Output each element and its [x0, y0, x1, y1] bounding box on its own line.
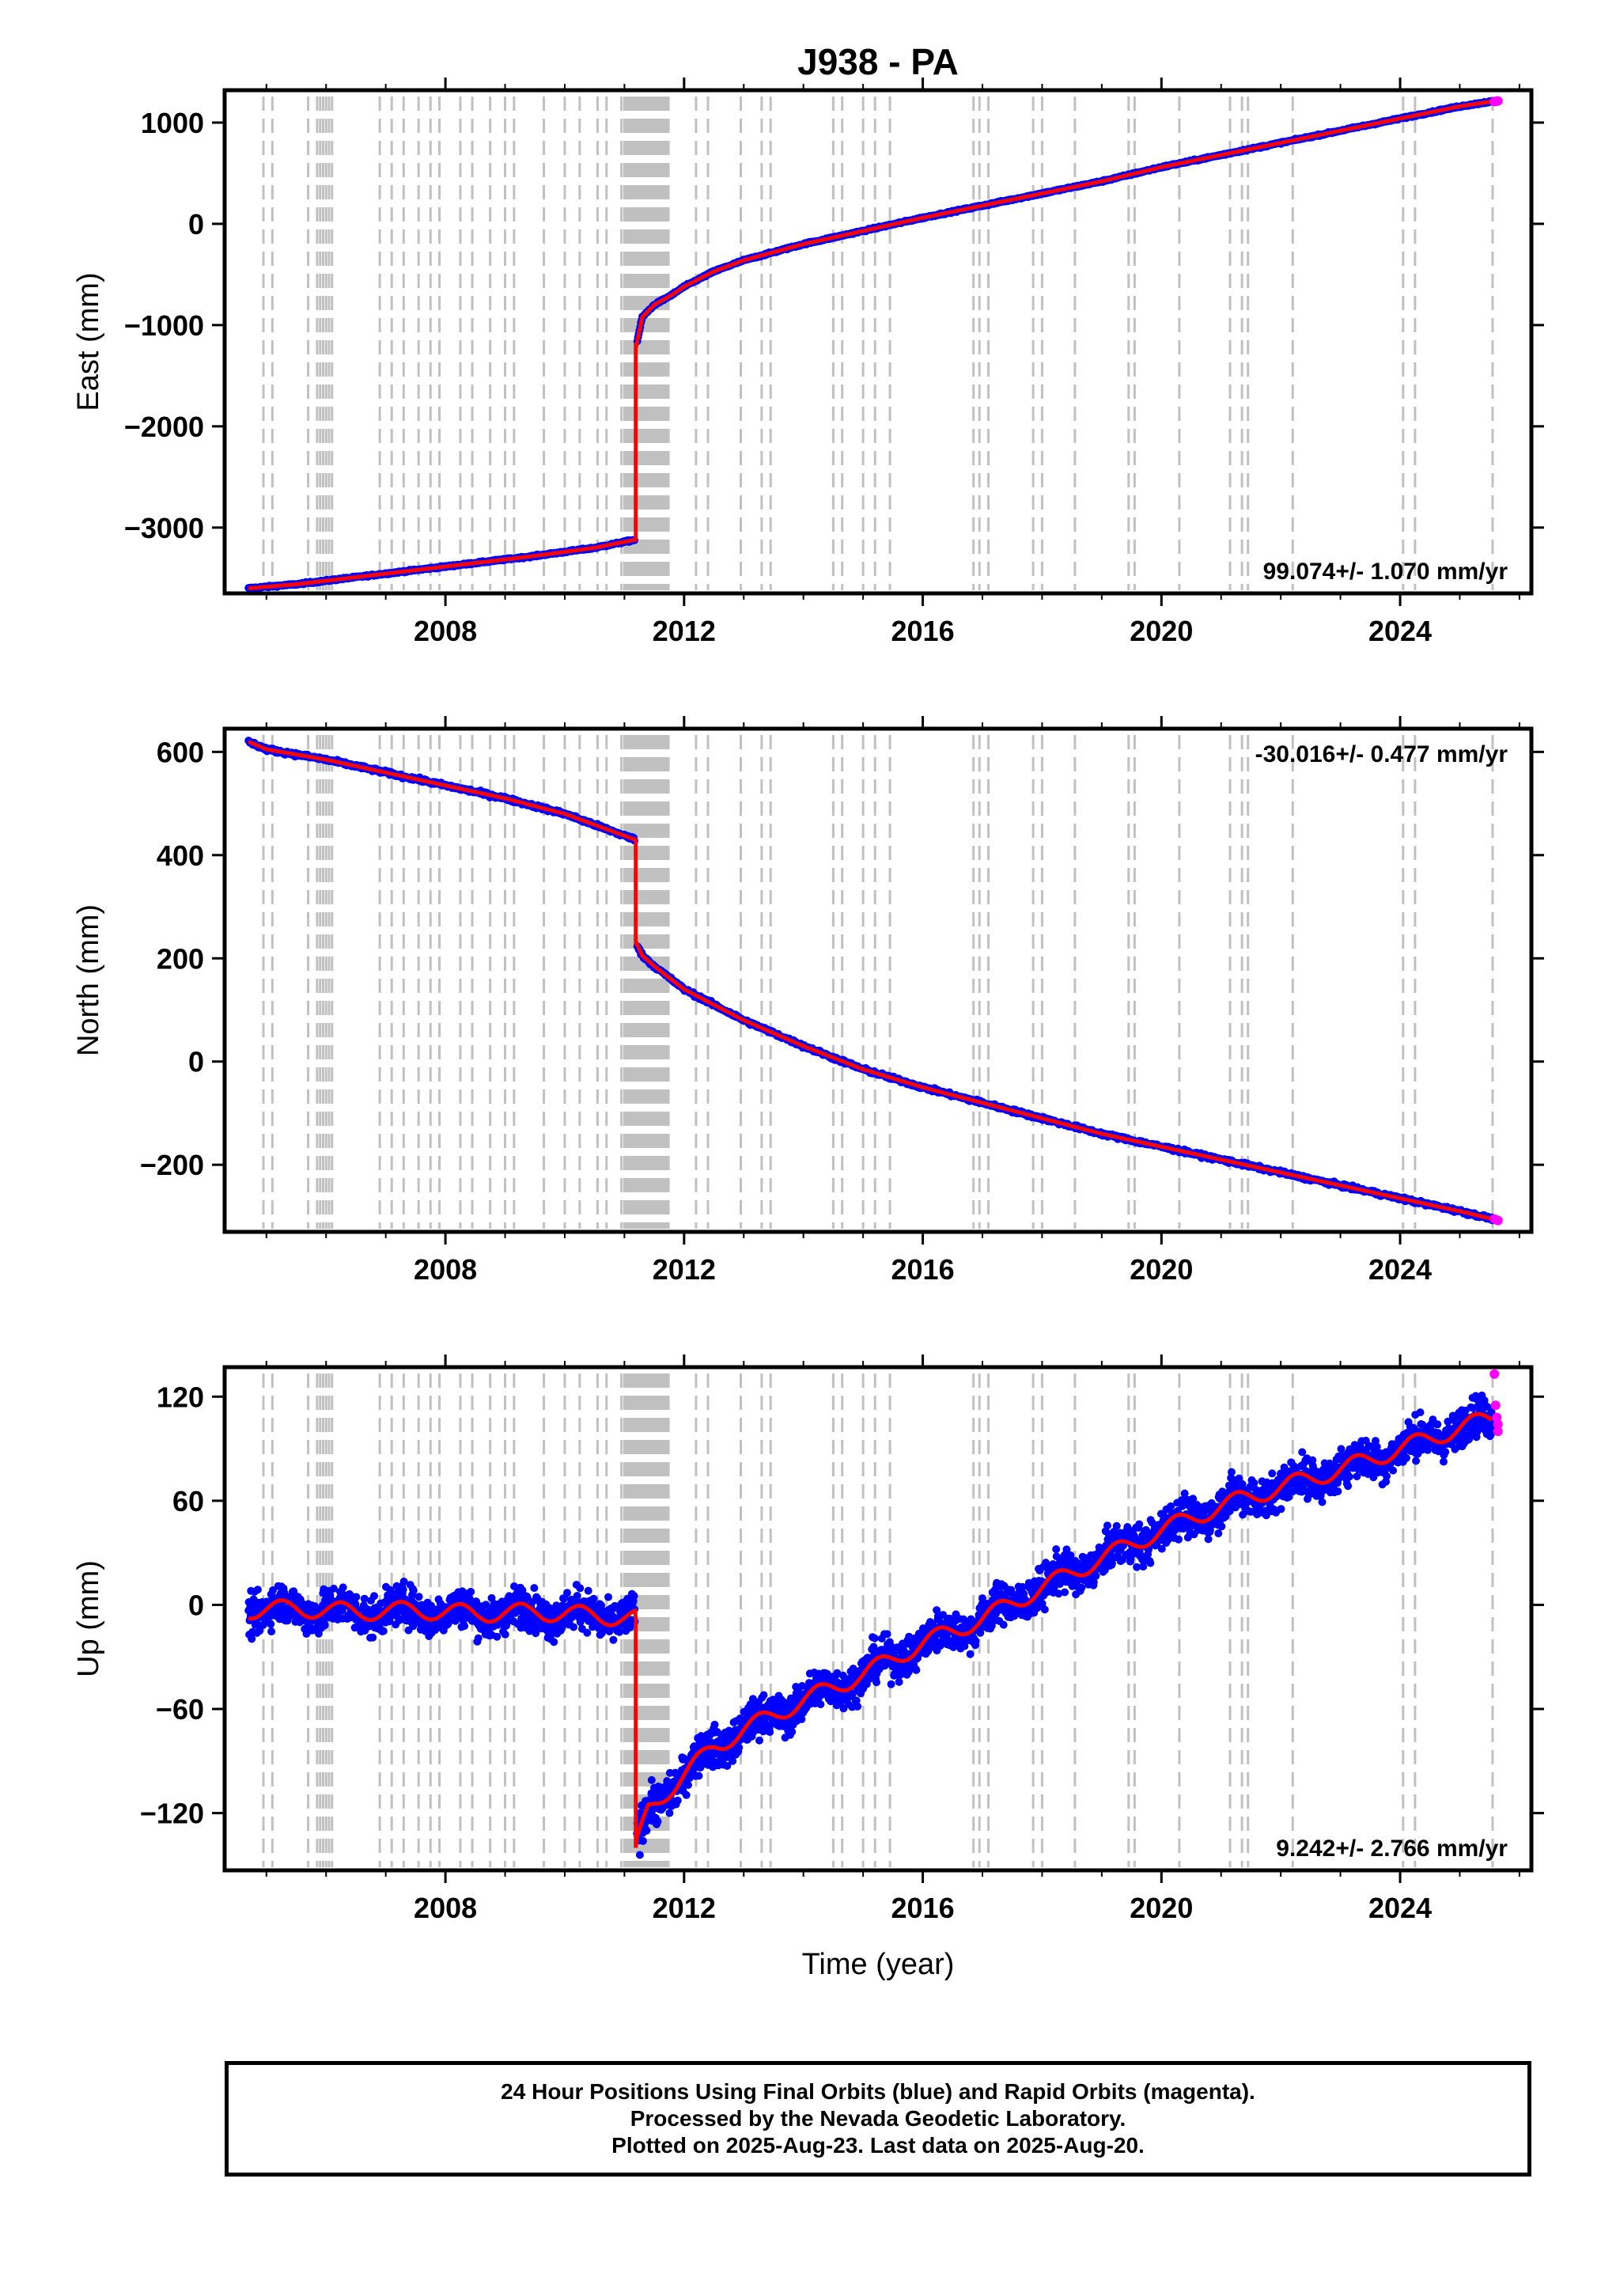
- data-point: [552, 1601, 561, 1610]
- data-point: [369, 1633, 377, 1642]
- y-tick-label: −1000: [124, 309, 204, 342]
- data-point: [550, 1638, 558, 1646]
- y-tick-label: 1000: [141, 107, 204, 139]
- plot-frame: [222, 88, 1534, 596]
- rate-label: -30.016+/- 0.477 mm/yr: [1255, 741, 1508, 767]
- data-point: [530, 1584, 539, 1593]
- x-tick-label: 2024: [1368, 615, 1432, 647]
- data-point: [609, 1635, 618, 1644]
- data-point: [370, 1592, 378, 1601]
- figure-title: J938 - PA: [797, 41, 959, 82]
- plot-area-north: [244, 735, 1503, 1229]
- plot-frame: [222, 726, 1534, 1234]
- data-point: [558, 1623, 566, 1632]
- data-point: [460, 1622, 469, 1631]
- data-point: [360, 1594, 369, 1603]
- y-tick-label: 200: [157, 942, 204, 975]
- y-axis-label: North (mm): [72, 904, 105, 1056]
- data-point: [482, 1601, 490, 1609]
- data-point: [630, 1592, 638, 1601]
- data-point: [320, 1621, 329, 1630]
- series-rapid-orbits: [1489, 96, 1503, 107]
- x-tick-label: 2016: [891, 1253, 955, 1286]
- data-point: [589, 1594, 598, 1603]
- data-point: [503, 1618, 511, 1627]
- data-point: [399, 1578, 408, 1586]
- data-point: [302, 1630, 311, 1638]
- y-tick-label: 0: [188, 1046, 204, 1078]
- y-tick-label: 400: [157, 839, 204, 872]
- x-tick-label: 2024: [1368, 1253, 1432, 1286]
- x-tick-label: 2008: [414, 615, 477, 647]
- panel-east: 2008 2012 2016 2020 2024 −3000 −2000 −1000 0 1000…: [72, 78, 1544, 647]
- data-point: [615, 1627, 624, 1636]
- x-tick-label: 2020: [1130, 1253, 1193, 1286]
- data-point: [248, 1635, 256, 1643]
- series-final-orbits: [244, 737, 1497, 1225]
- data-point: [501, 1630, 509, 1639]
- data-point: [604, 1593, 612, 1601]
- x-tick-label: 2012: [653, 615, 716, 647]
- data-point: [467, 1587, 475, 1596]
- data-point: [493, 1632, 501, 1641]
- data-point: [635, 1851, 644, 1859]
- rate-label: 99.074+/- 1.070 mm/yr: [1263, 559, 1508, 585]
- data-point: [352, 1593, 361, 1601]
- x-tick-label: 2012: [653, 1253, 716, 1286]
- plot-area-east: [244, 96, 1503, 593]
- y-tick-label: 600: [157, 736, 204, 768]
- data-point: [399, 1586, 407, 1594]
- data-point: [255, 1627, 264, 1635]
- y-tick-label: −200: [140, 1149, 204, 1181]
- data-point: [626, 1623, 634, 1631]
- y-tick-label: −3000: [124, 512, 204, 544]
- series-final-orbits: [244, 1391, 1497, 1859]
- y-tick-label: −2000: [124, 411, 204, 443]
- data-point: [379, 1627, 388, 1635]
- data-point: [329, 1584, 338, 1593]
- data-point: [583, 1628, 592, 1637]
- x-tick-label: 2016: [891, 615, 955, 647]
- data-point: [563, 1589, 571, 1597]
- data-point: [267, 1620, 275, 1628]
- data-point: [267, 1627, 276, 1636]
- data-point: [474, 1634, 483, 1642]
- data-point: [598, 1606, 607, 1615]
- series-final-orbits: [244, 97, 1497, 593]
- data-point: [584, 1586, 592, 1595]
- panel-north: 2008 2012 2016 2020 2024 −200 0 200 400 600 North …: [72, 716, 1544, 1286]
- data-point: [1493, 96, 1503, 106]
- data-point: [409, 1586, 418, 1595]
- panels: 2008 2012 2016 2020 2024−3000−2000−100001000…: [72, 78, 1544, 1924]
- data-point: [253, 1586, 262, 1594]
- data-point: [570, 1623, 578, 1631]
- plot-area-up: [244, 1369, 1503, 1867]
- data-point: [339, 1583, 347, 1592]
- series-rapid-orbits: [1489, 1214, 1503, 1226]
- data-point: [573, 1592, 581, 1600]
- data-point: [576, 1584, 585, 1593]
- x-tick-label: 2008: [414, 1253, 477, 1286]
- data-point: [414, 1593, 423, 1601]
- model-fit-line: [248, 99, 1493, 591]
- model-fit-line: [248, 740, 1493, 1221]
- x-tick-label: 2020: [1130, 615, 1193, 647]
- data-point: [1493, 1215, 1503, 1226]
- y-axis-label: East (mm): [72, 272, 105, 411]
- y-tick-label: 0: [188, 208, 204, 241]
- data-point: [269, 1586, 277, 1594]
